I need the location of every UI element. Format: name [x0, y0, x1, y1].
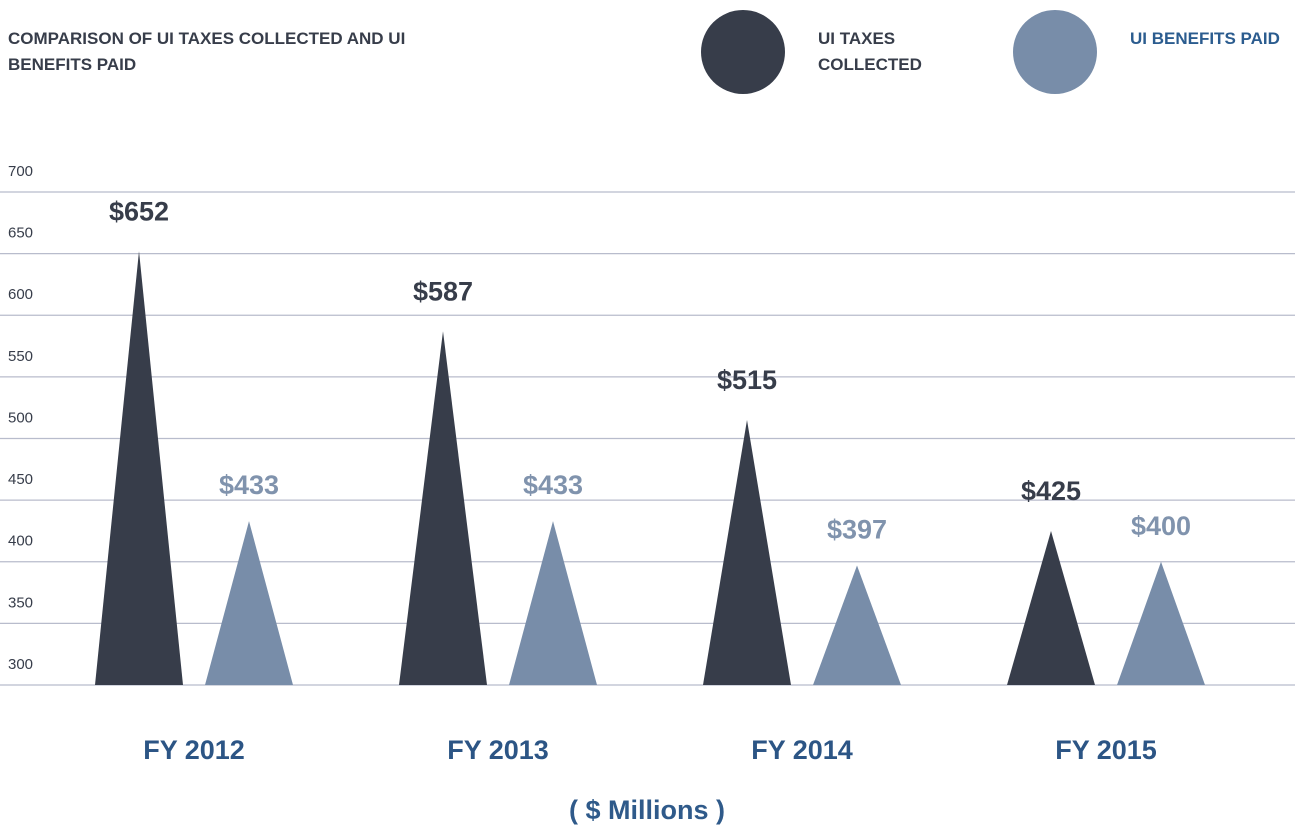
x-tick-label: FY 2013	[447, 735, 549, 765]
legend-swatch	[701, 10, 785, 94]
data-label: $433	[523, 470, 583, 500]
data-label: $652	[109, 196, 169, 226]
x-axis-label: ( $ Millions )	[569, 795, 725, 825]
legend-label: UI BENEFITS PAID	[1130, 29, 1280, 48]
bar	[509, 521, 597, 685]
y-tick-label: 300	[8, 656, 33, 673]
data-label: $515	[717, 365, 777, 395]
y-tick-label: 550	[8, 348, 33, 365]
data-label: $400	[1131, 511, 1191, 541]
x-tick-label: FY 2012	[143, 735, 245, 765]
chart-title: COMPARISON OF UI TAXES COLLECTED AND UI …	[8, 29, 406, 74]
y-tick-label: 600	[8, 286, 33, 303]
bar	[95, 251, 183, 685]
y-tick-label: 700	[8, 163, 33, 180]
x-tick-label: FY 2014	[751, 735, 853, 765]
legend-swatch	[1013, 10, 1097, 94]
y-tick-label: 400	[8, 533, 33, 550]
y-tick-label: 500	[8, 409, 33, 426]
bar	[1007, 530, 1095, 685]
y-tick-label: 450	[8, 471, 33, 488]
bar	[399, 331, 487, 685]
x-tick-label: FY 2015	[1055, 735, 1157, 765]
bar	[813, 565, 901, 685]
bar	[703, 420, 791, 685]
y-tick-label: 650	[8, 225, 33, 242]
data-label: $425	[1021, 476, 1081, 506]
data-label: $587	[413, 276, 473, 306]
data-label: $433	[219, 470, 279, 500]
bar	[1117, 561, 1205, 685]
y-tick-label: 350	[8, 594, 33, 611]
legend-label: UI TAXES COLLECTED	[818, 29, 922, 74]
bar	[205, 521, 293, 685]
data-label: $397	[827, 515, 887, 545]
